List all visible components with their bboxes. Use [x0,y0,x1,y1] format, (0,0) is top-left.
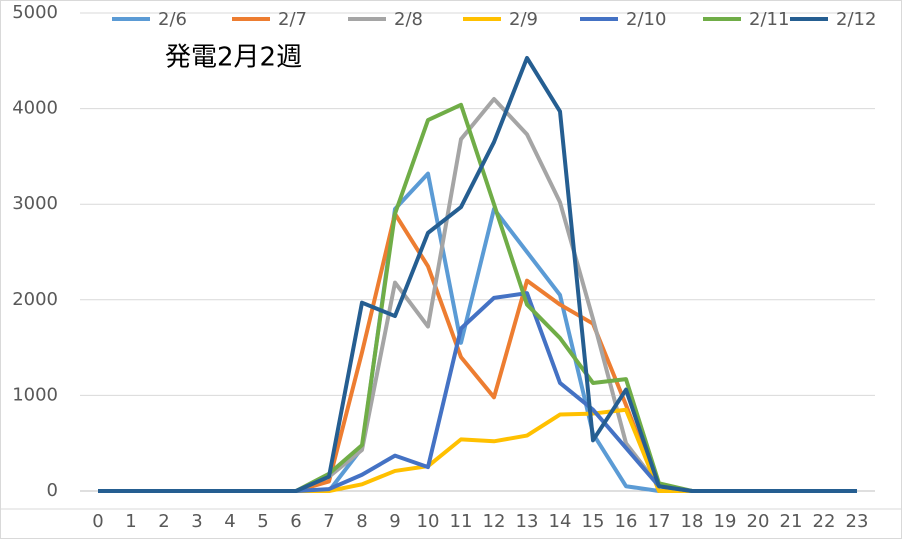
legend-label: 2/8 [394,9,423,30]
x-tick-label: 17 [648,511,671,532]
y-tick-label: 3000 [12,193,58,214]
x-tick-label: 5 [257,511,268,532]
x-tick-label: 9 [389,511,400,532]
x-tick-label: 8 [356,511,367,532]
legend-label: 2/6 [158,9,187,30]
x-tick-label: 10 [417,511,440,532]
y-tick-label: 5000 [12,2,58,23]
y-tick-label: 2000 [12,289,58,310]
x-tick-label: 19 [714,511,737,532]
x-tick-label: 18 [681,511,704,532]
y-tick-label: 1000 [12,384,58,405]
x-tick-label: 15 [582,511,605,532]
x-tick-label: 6 [290,511,301,532]
x-tick-label: 2 [158,511,169,532]
x-tick-label: 11 [450,511,473,532]
x-tick-label: 20 [747,511,770,532]
series-line [98,55,857,493]
x-tick-label: 4 [224,511,235,532]
x-tick-label: 13 [516,511,539,532]
x-tick-label: 23 [846,511,869,532]
x-tick-label: 3 [191,511,202,532]
legend-label: 2/9 [509,9,538,30]
x-tick-label: 7 [323,511,334,532]
x-tick-label: 12 [483,511,506,532]
legend-label: 2/10 [626,9,666,30]
legend-label: 2/11 [749,9,789,30]
x-tick-label: 22 [813,511,836,532]
x-tick-label: 0 [92,511,103,532]
y-tick-label: 4000 [12,98,58,119]
legend-label: 2/7 [278,9,307,30]
x-tick-label: 14 [549,511,572,532]
legend-label: 2/12 [836,9,876,30]
y-tick-label: 0 [47,480,58,501]
x-tick-label: 16 [615,511,638,532]
x-tick-label: 21 [780,511,803,532]
chart-title: 発電2月2週 [165,43,302,73]
x-tick-label: 1 [125,511,136,532]
